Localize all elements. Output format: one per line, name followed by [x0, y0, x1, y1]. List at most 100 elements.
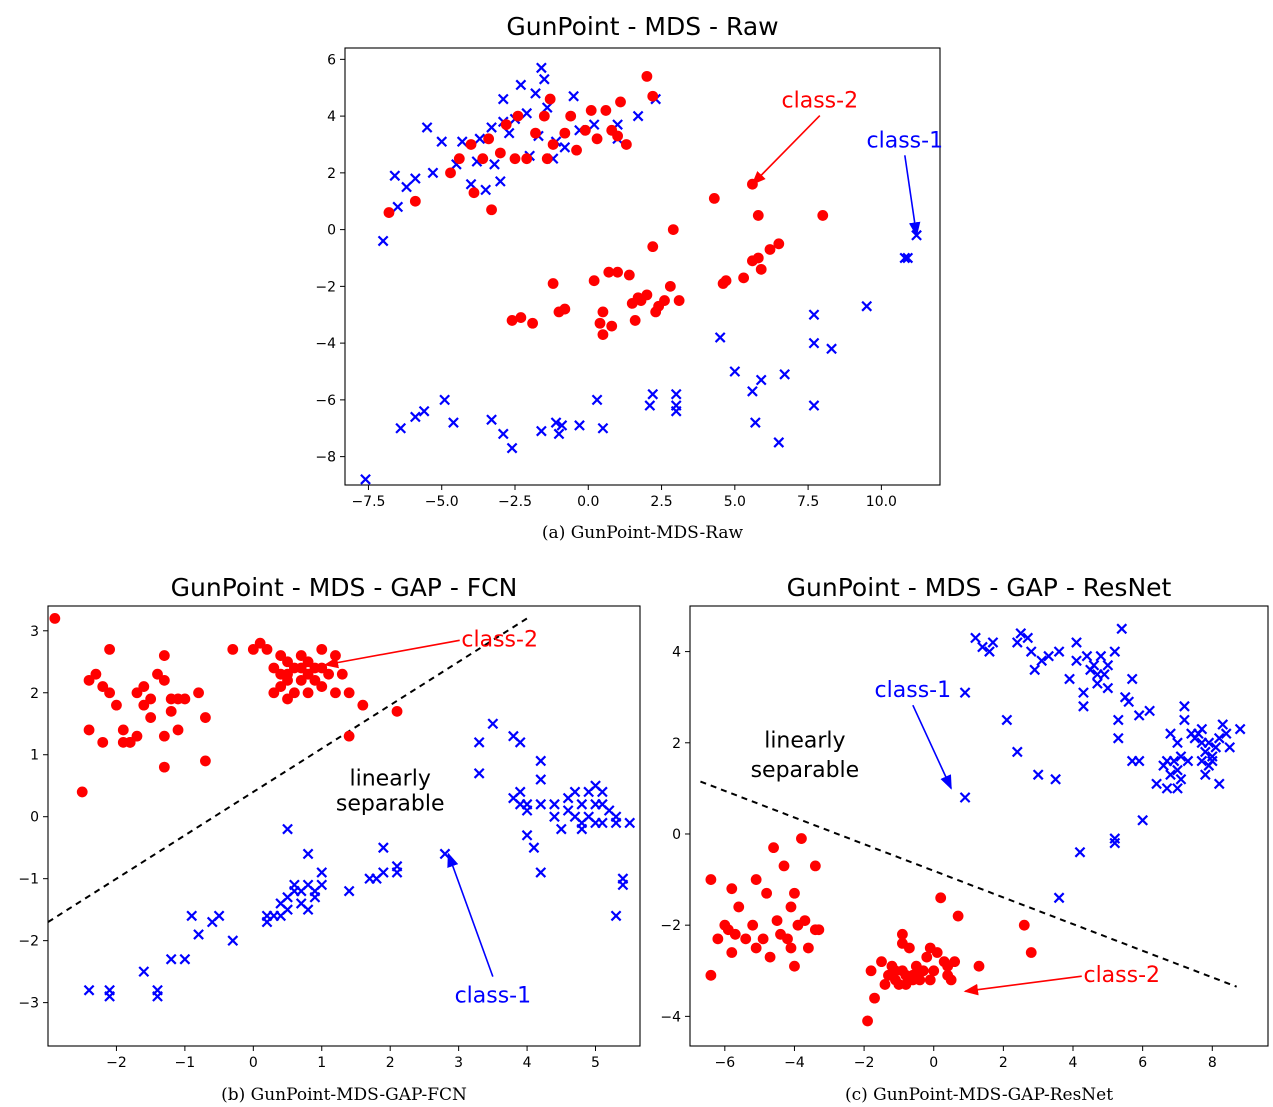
x-tick-label: 0	[249, 1055, 258, 1071]
point-x-marker	[487, 718, 499, 730]
point-x-marker	[377, 867, 389, 878]
point-dot-marker	[764, 951, 776, 963]
point-x-marker	[418, 405, 430, 417]
point-dot-marker	[600, 105, 612, 116]
y-tick-label: −4	[315, 336, 336, 352]
y-tick-label: 4	[327, 109, 336, 125]
point-x-marker	[588, 119, 600, 130]
point-x-marker	[755, 374, 767, 386]
point-x-marker	[1064, 673, 1075, 685]
y-tick-label: −3	[18, 996, 39, 1012]
point-dot-marker	[615, 96, 626, 108]
point-x-marker	[549, 798, 560, 810]
point-dot-marker	[591, 133, 603, 145]
point-dot-marker	[547, 278, 559, 289]
point-x-marker	[1109, 837, 1121, 849]
point-dot-marker	[302, 687, 314, 699]
x-tick-label: 1	[317, 1055, 326, 1071]
x-tick-label: −4	[784, 1055, 805, 1071]
annotation-label: class-2	[461, 627, 538, 652]
point-x-marker	[421, 122, 433, 133]
point-x-marker	[302, 848, 314, 860]
point-dot-marker	[659, 295, 670, 306]
point-x-marker	[670, 388, 682, 400]
point-dot-marker	[295, 674, 307, 686]
point-x-marker	[282, 823, 293, 835]
point-x-marker	[1126, 673, 1138, 685]
point-x-marker	[436, 136, 448, 148]
point-x-marker	[1050, 773, 1061, 785]
point-dot-marker	[383, 207, 395, 218]
annotation-label: separable	[336, 792, 445, 817]
point-dot-marker	[275, 668, 287, 680]
point-dot-marker	[641, 289, 653, 301]
point-dot-marker	[247, 643, 259, 655]
point-dot-marker	[282, 674, 293, 686]
point-x-marker	[1133, 710, 1145, 721]
point-dot-marker	[729, 928, 741, 940]
point-x-marker	[392, 201, 404, 213]
point-x-marker	[1151, 778, 1162, 790]
x-tick-label: 5.0	[724, 494, 746, 510]
series-class-2	[49, 612, 403, 798]
point-dot-marker	[145, 693, 157, 705]
x-tick-label: 2	[999, 1055, 1008, 1071]
point-x-marker	[227, 935, 239, 947]
annotation-arrow	[751, 115, 821, 186]
point-dot-marker	[726, 883, 738, 895]
point-x-marker	[439, 848, 451, 860]
point-dot-marker	[571, 144, 582, 156]
point-dot-marker	[343, 730, 355, 742]
point-dot-marker	[138, 699, 150, 711]
point-dot-marker	[620, 139, 632, 150]
point-dot-marker	[755, 263, 767, 275]
x-tick-label: −2	[106, 1055, 127, 1071]
point-x-marker	[644, 400, 656, 411]
point-x-marker	[899, 252, 911, 264]
point-dot-marker	[917, 965, 929, 977]
point-dot-marker	[733, 901, 745, 913]
point-dot-marker	[275, 681, 287, 692]
x-tick-label: −6	[714, 1055, 735, 1071]
point-dot-marker	[673, 295, 685, 306]
point-dot-marker	[268, 687, 280, 699]
point-dot-marker	[876, 956, 887, 968]
point-x-marker	[1123, 696, 1135, 708]
y-tick-label: 0	[327, 223, 336, 239]
point-dot-marker	[773, 238, 785, 250]
point-x-marker	[624, 817, 636, 829]
point-dot-marker	[302, 668, 314, 680]
point-x-marker	[377, 235, 389, 247]
point-x-marker	[987, 637, 999, 648]
series-class-1	[959, 623, 1246, 904]
point-x-marker	[448, 417, 459, 428]
y-tick-label: 2	[672, 736, 681, 752]
point-dot-marker	[597, 306, 609, 318]
point-x-marker	[1196, 755, 1208, 767]
point-x-marker	[343, 885, 355, 897]
x-tick-label: 2	[386, 1055, 395, 1071]
point-dot-marker	[747, 919, 759, 931]
point-x-marker	[1224, 741, 1236, 753]
point-x-marker	[1172, 764, 1183, 776]
x-tick-label: 4	[1069, 1055, 1078, 1071]
annotation-arrow	[963, 975, 1082, 996]
point-dot-marker	[865, 965, 877, 977]
point-x-marker	[1001, 714, 1013, 726]
point-x-marker	[1043, 650, 1055, 662]
point-x-marker	[1206, 755, 1218, 767]
point-x-marker	[1102, 659, 1114, 671]
point-x-marker	[515, 79, 527, 91]
point-x-marker	[729, 366, 741, 377]
point-x-marker	[779, 368, 791, 380]
x-tick-label: 0	[929, 1055, 938, 1071]
point-dot-marker	[515, 312, 527, 323]
point-dot-marker	[931, 947, 943, 958]
point-x-marker	[1116, 623, 1128, 635]
point-x-marker	[1179, 700, 1190, 712]
point-dot-marker	[158, 650, 170, 661]
point-x-marker	[1165, 769, 1176, 781]
point-x-marker	[1053, 892, 1065, 904]
point-dot-marker	[172, 724, 184, 736]
point-x-marker	[1137, 814, 1149, 826]
